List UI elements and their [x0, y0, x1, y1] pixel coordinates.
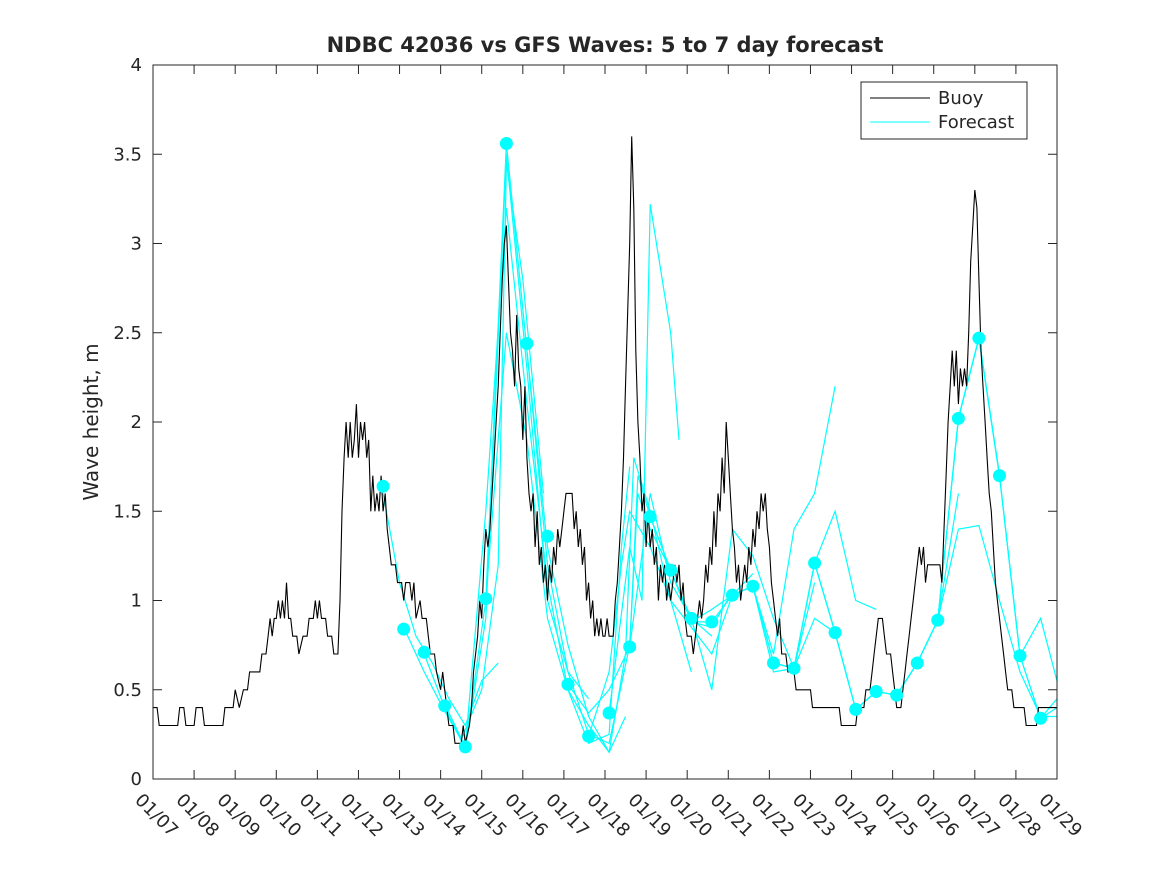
forecast-marker-27 [910, 656, 924, 670]
forecast-marker-25 [869, 685, 883, 698]
forecast-marker-4 [438, 699, 452, 713]
forecast-marker-7 [499, 137, 513, 150]
forecast-marker-12 [602, 706, 616, 720]
y-tick-label: 1.5 [113, 501, 142, 522]
forecast-marker-21 [787, 661, 801, 675]
forecast-marker-30 [972, 331, 986, 345]
forecast-marker-6 [479, 592, 493, 606]
forecast-run-19 [896, 524, 1057, 718]
y-tick-label: 2 [131, 412, 142, 433]
y-tick-label: 0.5 [113, 680, 142, 701]
forecast-marker-13 [623, 640, 637, 654]
y-axis-label: Wave height, m [79, 343, 103, 500]
forecast-lines [382, 143, 1058, 754]
y-tick-label: 4 [131, 55, 142, 76]
forecast-marker-26 [890, 688, 904, 702]
legend-box [860, 81, 1028, 140]
forecast-marker-8 [520, 337, 534, 350]
chart-title: NDBC 42036 vs GFS Waves: 5 to 7 day fore… [327, 33, 884, 57]
forecast-marker-24 [849, 702, 863, 716]
forecast-run-10 [608, 204, 680, 714]
forecast-marker-11 [582, 729, 596, 743]
buoy-line [153, 136, 1057, 744]
forecast-marker-23 [828, 626, 842, 640]
y-tick-label: 2.5 [113, 323, 142, 344]
buoy-line-group [153, 136, 1057, 744]
forecast-marker-14 [643, 510, 657, 524]
forecast-marker-10 [561, 677, 575, 691]
forecast-marker-31 [993, 469, 1006, 483]
forecast-marker-1 [376, 479, 390, 493]
y-tick-label: 3.5 [113, 144, 142, 165]
forecast-marker-5 [458, 740, 472, 754]
forecast-marker-22 [808, 556, 822, 570]
y-tick-label: 1 [131, 591, 142, 612]
forecast-marker-2 [397, 622, 411, 636]
forecast-marker-9 [541, 529, 554, 543]
forecast-marker-18 [725, 588, 739, 602]
legend-buoy-label: Buoy [938, 88, 984, 109]
forecast-markers [376, 137, 1048, 754]
forecast-marker-15 [664, 563, 678, 577]
forecast-marker-19 [746, 579, 760, 593]
forecast-marker-32 [1013, 649, 1027, 663]
legend: Buoy Forecast [860, 81, 1028, 140]
forecast-marker-17 [705, 615, 719, 629]
legend-forecast-label: Forecast [938, 112, 1014, 133]
forecast-marker-20 [767, 656, 780, 670]
y-axis: 0 0.5 1 1.5 2 2.5 3 3.5 4 [113, 55, 1057, 790]
plot-area [153, 65, 1057, 779]
forecast-run-4 [444, 143, 627, 754]
forecast-marker-3 [417, 645, 431, 659]
y-tick-label: 0 [131, 769, 142, 790]
y-tick-label: 3 [131, 234, 142, 255]
forecast-marker-29 [951, 411, 965, 425]
forecast-marker-16 [684, 611, 698, 625]
forecast-run-5 [464, 207, 631, 747]
forecast-marker-28 [931, 613, 945, 627]
forecast-run-2 [403, 163, 544, 742]
forecast-marker-33 [1034, 711, 1048, 725]
